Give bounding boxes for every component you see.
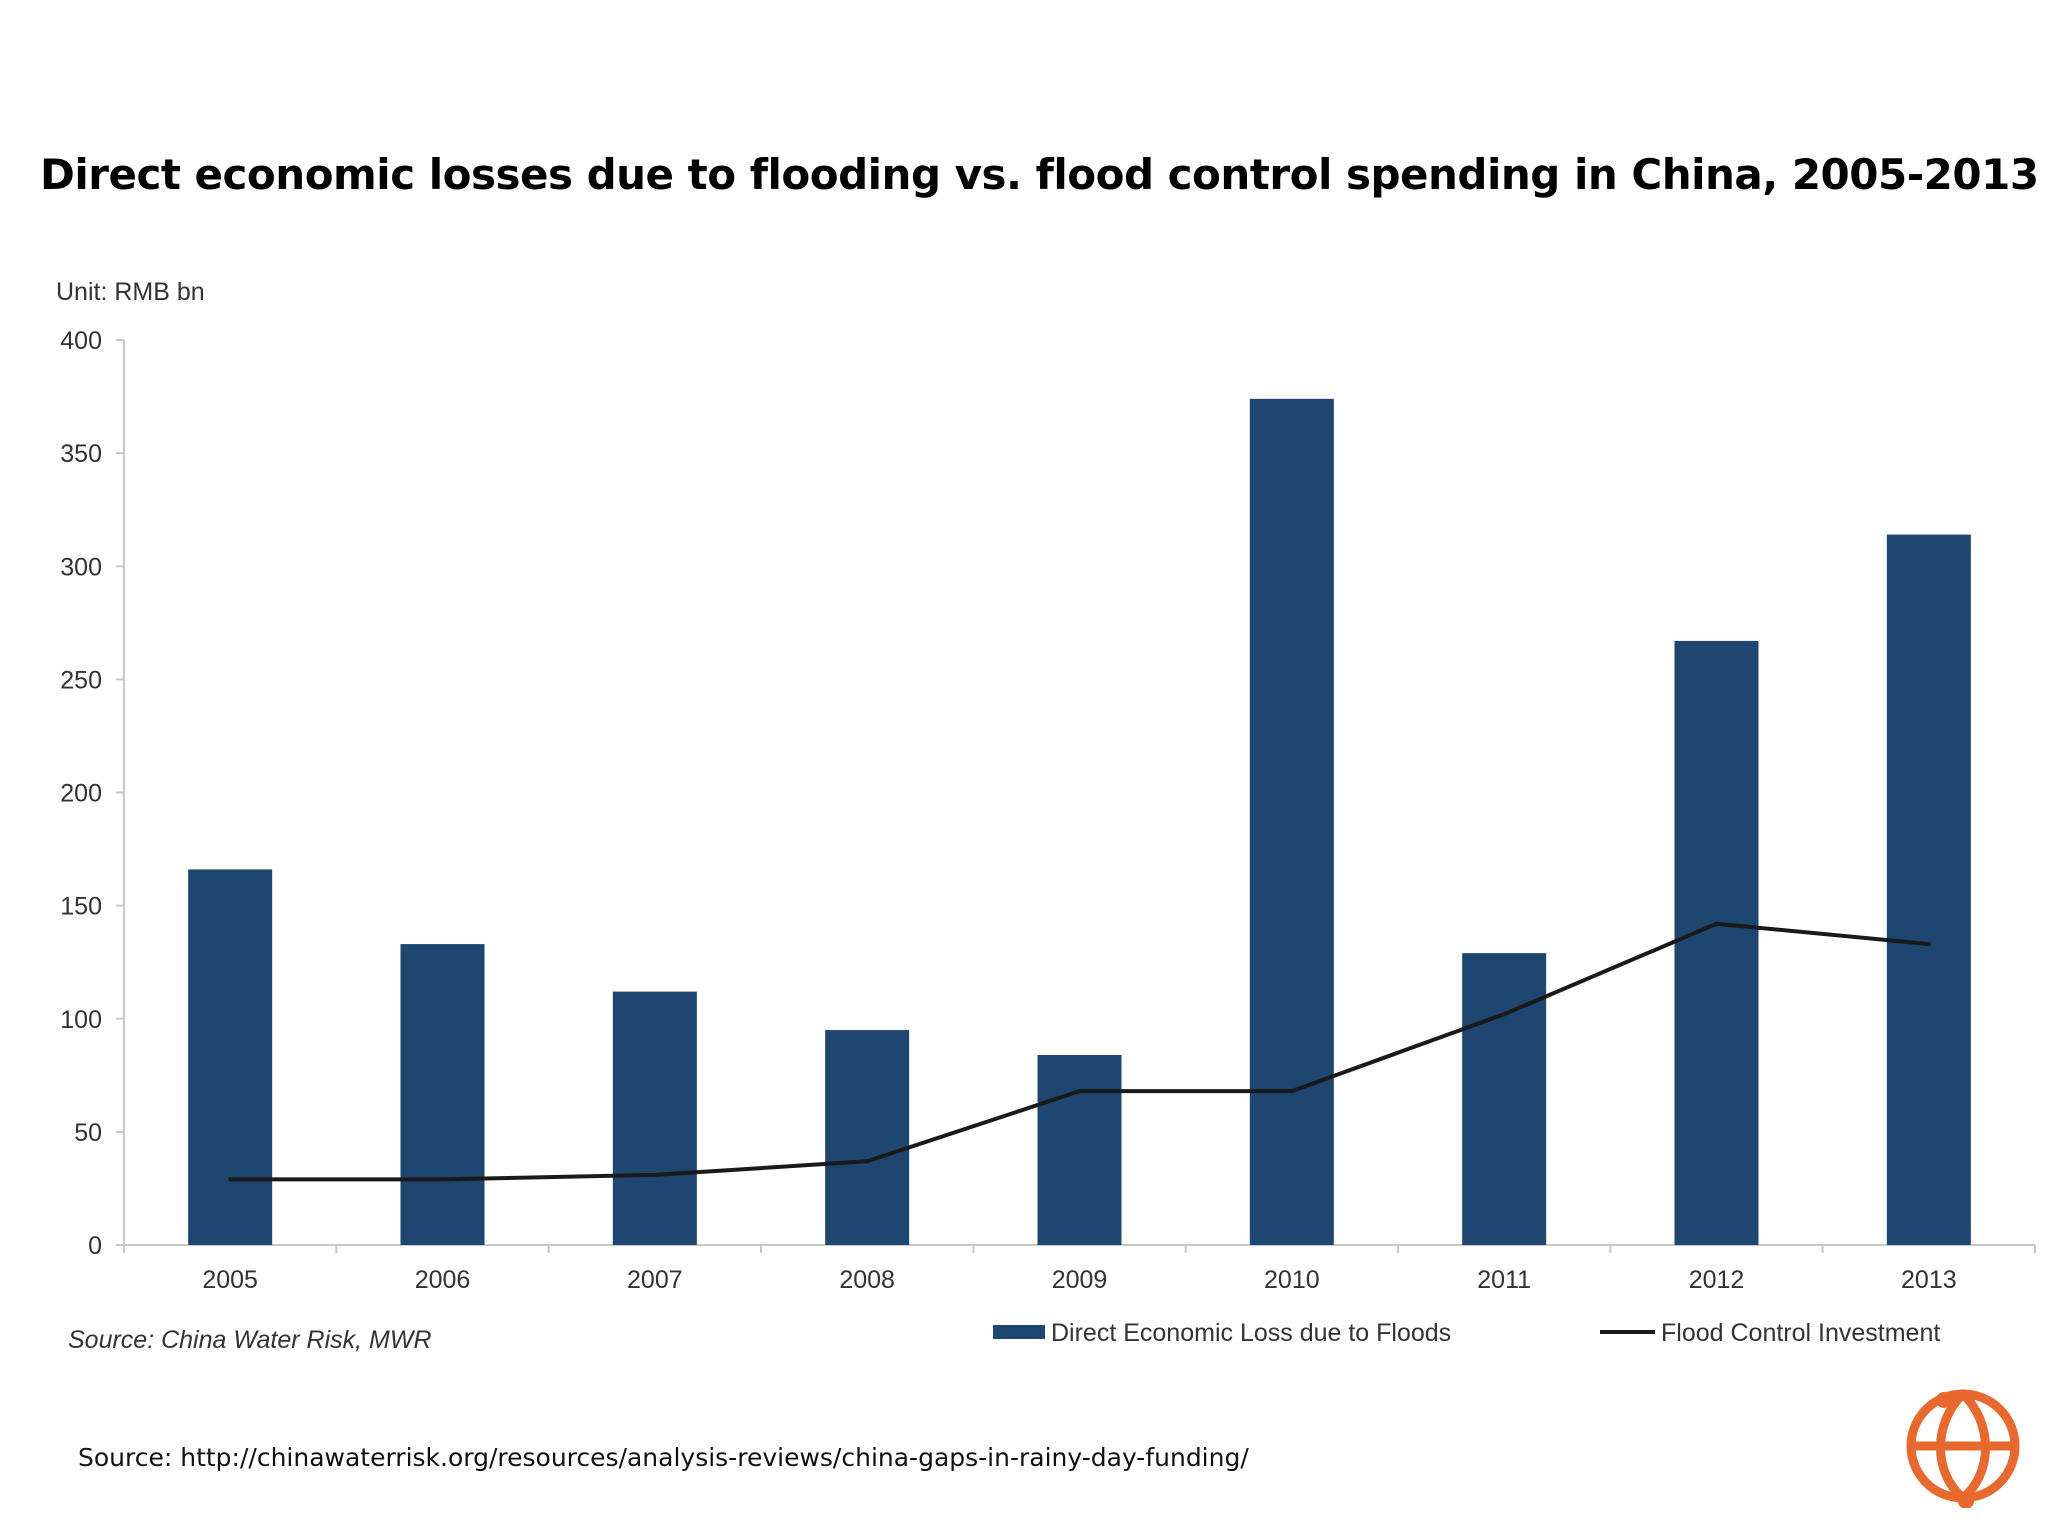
x-tick-label: 2007 (627, 1266, 683, 1294)
chart-source-note: Source: China Water Risk, MWR (68, 1326, 432, 1354)
x-tick-label: 2010 (1264, 1266, 1320, 1294)
y-tick-label: 50 (74, 1119, 102, 1147)
bar-2008 (825, 1030, 910, 1245)
bar-2006 (400, 944, 485, 1245)
legend-swatch-bar (993, 1325, 1045, 1339)
y-tick-label: 350 (60, 440, 102, 468)
y-tick-label: 300 (60, 553, 102, 581)
line-point-2009 (1077, 1089, 1082, 1094)
y-tick-label: 0 (88, 1232, 102, 1260)
bar-2010 (1249, 398, 1334, 1245)
x-tick-label: 2013 (1901, 1266, 1957, 1294)
bar-2012 (1674, 640, 1759, 1245)
legend: Direct Economic Loss due to Floods Flood… (993, 1319, 1940, 1347)
x-tick-label: 2012 (1689, 1266, 1745, 1294)
line-point-2010 (1289, 1089, 1294, 1094)
bar-2011 (1462, 953, 1547, 1245)
y-tick-label: 100 (60, 1006, 102, 1034)
legend-label-line: Flood Control Investment (1661, 1319, 1940, 1347)
x-tick-label: 2008 (839, 1266, 895, 1294)
line-point-2005 (228, 1177, 233, 1182)
line-point-2012 (1714, 921, 1719, 926)
line-point-2006 (440, 1177, 445, 1182)
bar-2005 (188, 869, 273, 1245)
y-tick-label: 250 (60, 666, 102, 694)
line-point-2013 (1926, 942, 1931, 947)
line-point-2007 (652, 1172, 657, 1177)
slide-title: Direct economic losses due to flooding v… (40, 150, 2039, 199)
source-link: Source: http://chinawaterrisk.org/resour… (78, 1443, 1249, 1472)
line-point-2011 (1502, 1012, 1507, 1017)
bar-2007 (612, 991, 697, 1245)
bar-2013 (1886, 534, 1971, 1245)
x-tick-label: 2005 (202, 1266, 258, 1294)
bar-2009 (1037, 1054, 1122, 1245)
y-tick-label: 400 (60, 327, 102, 355)
globe-logo-icon (1906, 1389, 2020, 1508)
x-tick-label: 2009 (1052, 1266, 1108, 1294)
x-tick-label: 2011 (1477, 1266, 1531, 1294)
unit-label: Unit: RMB bn (56, 278, 205, 306)
y-tick-label: 200 (60, 780, 102, 808)
line-point-2008 (865, 1159, 870, 1164)
x-tick-label: 2006 (415, 1266, 471, 1294)
y-tick-label: 150 (60, 893, 102, 921)
legend-label-bar: Direct Economic Loss due to Floods (1051, 1319, 1451, 1347)
